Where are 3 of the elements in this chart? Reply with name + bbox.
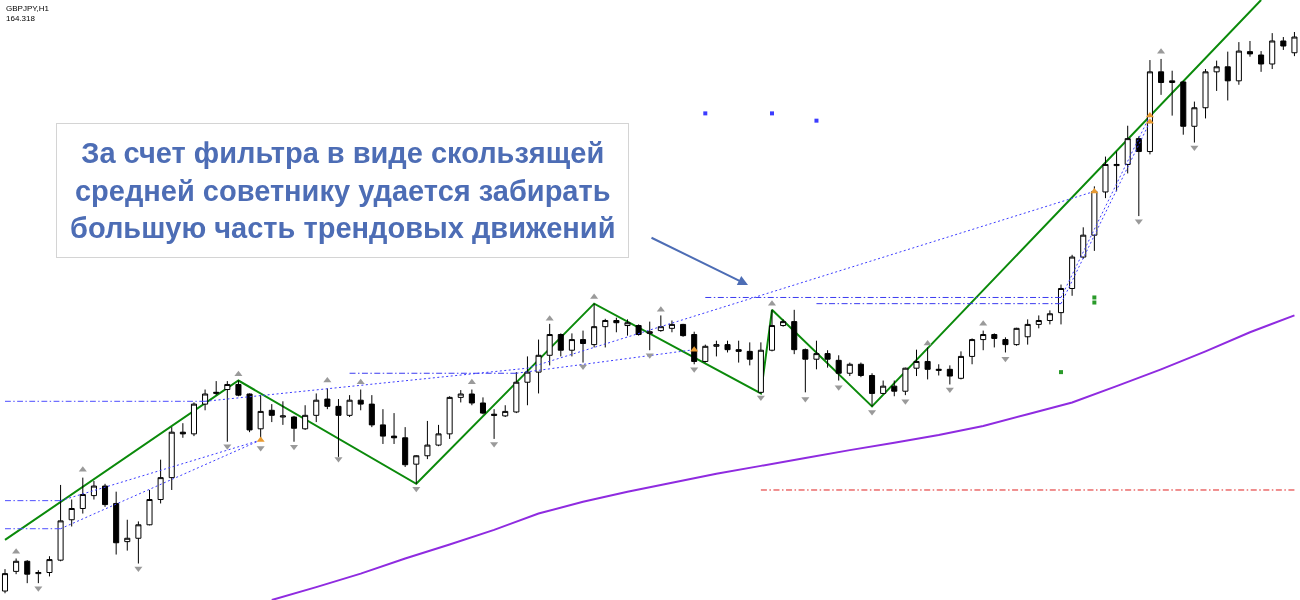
annotation: За счет фильтра в виде скользящей средней советнику удается забирать большую часть трендовых движений bbox=[70, 137, 616, 245]
chart-title: GBPJPY,H1 bbox=[6, 4, 50, 13]
chart-subtitle: 164.318 bbox=[6, 14, 36, 23]
